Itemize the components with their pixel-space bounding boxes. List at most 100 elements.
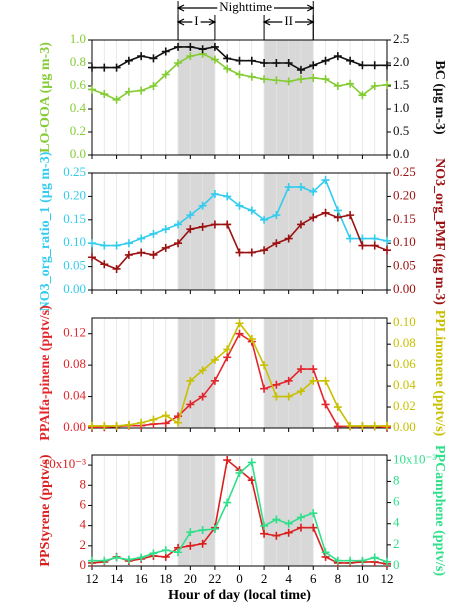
x-tick-label: 2 <box>261 571 268 586</box>
y-tick-label: 0 <box>80 557 87 572</box>
marker <box>223 353 232 362</box>
marker <box>161 546 170 555</box>
marker <box>174 220 183 229</box>
marker <box>137 418 146 427</box>
marker <box>333 206 342 215</box>
y-axis-label: PPAlfa-pinene (pptv/s) <box>38 305 53 441</box>
marker <box>272 59 281 67</box>
marker <box>247 206 256 215</box>
y-tick-label: 0.00 <box>63 419 86 434</box>
y2-tick-label: 2.0 <box>393 54 409 69</box>
marker <box>309 523 318 532</box>
period-label-bg <box>192 14 201 30</box>
y2-tick-label: 0.15 <box>393 211 416 226</box>
marker <box>321 56 330 65</box>
marker <box>272 239 281 248</box>
y-tick-label: 2 <box>80 537 87 552</box>
marker <box>309 376 318 385</box>
marker <box>370 553 379 562</box>
x-tick-label: 20 <box>184 571 197 586</box>
marker <box>112 553 121 562</box>
marker <box>112 264 121 273</box>
marker <box>284 376 293 385</box>
y-tick-label: 8 <box>80 476 87 491</box>
y-tick-label: 0.20 <box>63 187 86 202</box>
marker <box>88 85 96 94</box>
marker <box>88 421 96 430</box>
marker <box>186 225 195 234</box>
marker <box>284 392 293 401</box>
y-tick-label: 0.4 <box>70 100 87 115</box>
marker <box>223 64 232 73</box>
marker <box>260 246 269 255</box>
y-tick-label: 0.00 <box>63 281 86 296</box>
y2-tick-label: 0.10 <box>393 314 416 329</box>
marker <box>235 70 244 79</box>
marker <box>210 355 219 364</box>
marker <box>235 201 244 210</box>
marker <box>124 250 133 259</box>
marker <box>321 548 330 557</box>
y-tick-label: 0.08 <box>63 356 86 371</box>
marker <box>174 239 183 248</box>
marker <box>296 183 305 192</box>
marker <box>321 75 330 84</box>
marker <box>186 541 195 550</box>
y-tick-label: 10x10⁻³ <box>43 456 86 471</box>
marker <box>383 236 391 245</box>
marker <box>272 392 281 401</box>
y2-tick-label: 0.20 <box>393 187 416 202</box>
marker <box>210 525 219 533</box>
shaded-period <box>178 173 215 290</box>
marker <box>247 458 256 467</box>
y2-tick-label: 0 <box>393 557 400 572</box>
marker <box>198 45 207 54</box>
marker <box>346 56 355 65</box>
marker <box>149 549 158 558</box>
y-tick-label: 1.0 <box>70 31 86 46</box>
marker <box>284 519 293 528</box>
marker <box>383 557 391 566</box>
marker <box>296 75 305 84</box>
marker <box>296 220 305 229</box>
marker <box>186 42 195 51</box>
marker <box>309 73 318 82</box>
y-tick-label: 0.05 <box>63 258 86 273</box>
y2-axis-label: NO3_org_PMF (µg m-3) <box>432 158 447 305</box>
marker <box>161 225 170 234</box>
marker <box>210 376 219 385</box>
marker <box>309 187 318 196</box>
y-tick-label: 0.25 <box>63 164 86 179</box>
x-tick-label: 12 <box>86 571 99 586</box>
marker <box>198 526 207 535</box>
y-axis-label: PPStyrene (pptv/s) <box>38 454 53 566</box>
x-tick-label: 0 <box>236 571 243 586</box>
y2-tick-label: 6 <box>393 494 400 509</box>
y2-tick-label: 0.05 <box>393 258 416 273</box>
marker <box>223 456 232 465</box>
marker <box>124 56 133 65</box>
marker <box>260 521 269 530</box>
x-tick-label: 12 <box>381 571 394 586</box>
y2-tick-label: 8 <box>393 472 400 487</box>
y2-axis-label: PPCamphene (pptv/s) <box>432 445 447 576</box>
x-tick-label: 16 <box>135 571 149 586</box>
y2-tick-label: 0.06 <box>393 356 416 371</box>
y-tick-label: 4 <box>80 517 87 532</box>
marker <box>346 211 355 220</box>
marker <box>370 241 379 250</box>
marker <box>210 190 219 199</box>
x-axis-label: Hour of day (local time) <box>168 588 311 603</box>
marker <box>346 234 355 243</box>
marker <box>198 222 207 231</box>
y-axis-label: NO3_org_ratio_1 (µg m-3) <box>38 151 53 311</box>
marker <box>198 539 207 548</box>
marker <box>210 220 219 229</box>
marker <box>296 513 305 522</box>
marker <box>174 42 183 51</box>
marker <box>137 234 146 243</box>
marker <box>272 211 281 220</box>
marker <box>100 556 109 565</box>
x-tick-label: 18 <box>159 571 172 586</box>
